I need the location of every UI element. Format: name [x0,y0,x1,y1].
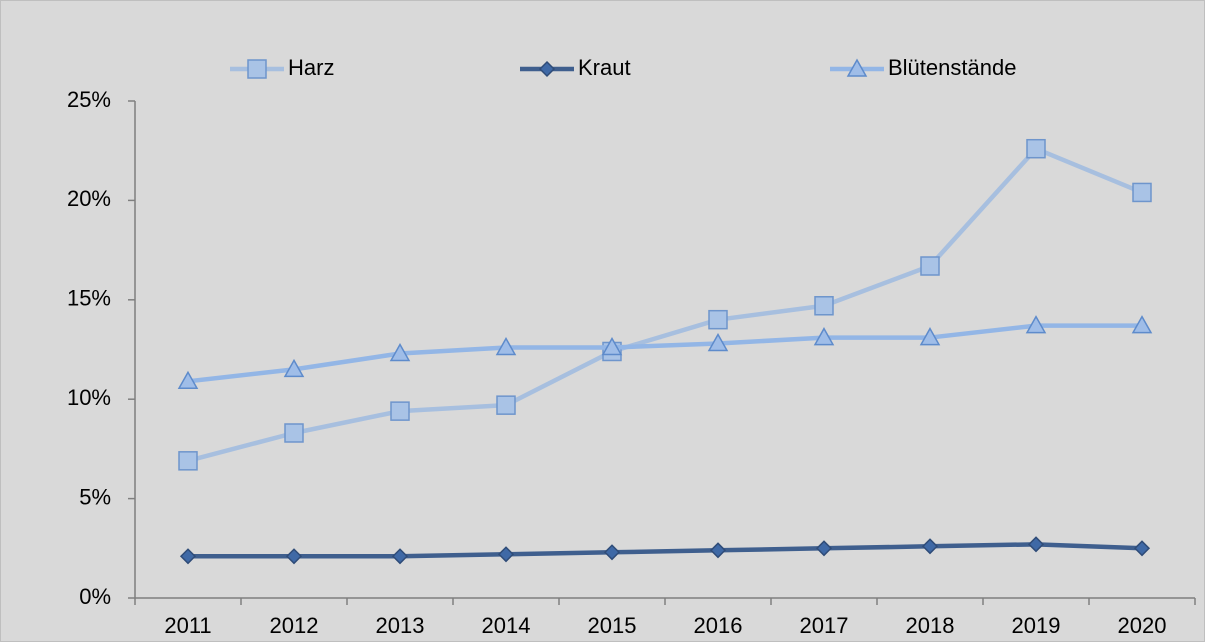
marker [707,333,729,352]
marker [1131,315,1153,334]
x-tick-label: 2020 [1118,613,1167,638]
marker [919,327,941,346]
marker [1133,540,1151,557]
x-tick-label: 2011 [164,613,211,638]
marker [921,538,939,555]
x-tick-label: 2015 [588,613,637,638]
marker [1027,536,1045,553]
legend-label: Kraut [578,55,631,80]
series-line [187,146,1143,464]
marker [814,296,834,316]
marker [284,423,304,443]
marker [389,342,411,362]
marker [390,401,410,421]
marker [1132,182,1152,203]
marker [178,451,198,471]
marker [285,548,303,565]
y-tick-label: 20% [67,186,111,211]
x-tick-label: 2017 [800,613,849,638]
series-line [188,542,1143,559]
x-tick-label: 2013 [376,613,425,638]
legend-label: Blütenstände [888,55,1016,80]
marker [247,59,267,79]
marker [920,256,940,276]
marker [708,309,728,330]
y-tick-label: 5% [79,484,111,509]
marker [1026,138,1046,159]
marker [177,370,199,390]
marker [497,546,515,563]
x-tick-label: 2016 [694,613,743,638]
marker [495,336,517,356]
marker [815,540,833,557]
legend-label: Harz [288,55,334,80]
marker [391,548,409,565]
marker [1025,315,1047,334]
y-tick-label: 25% [67,87,111,112]
marker [538,60,556,78]
y-tick-label: 10% [67,385,111,410]
marker [813,327,835,346]
marker [283,358,305,378]
marker [709,542,727,559]
marker [179,548,197,565]
y-tick-label: 0% [79,584,111,609]
series-line [187,323,1142,384]
marker [603,544,621,561]
x-tick-label: 2019 [1012,613,1061,638]
x-tick-label: 2014 [482,613,531,638]
x-tick-label: 2012 [270,613,319,638]
x-tick-label: 2018 [906,613,955,638]
marker [496,395,516,415]
marker [601,336,623,356]
marker [846,58,868,77]
y-tick-label: 15% [67,286,111,311]
